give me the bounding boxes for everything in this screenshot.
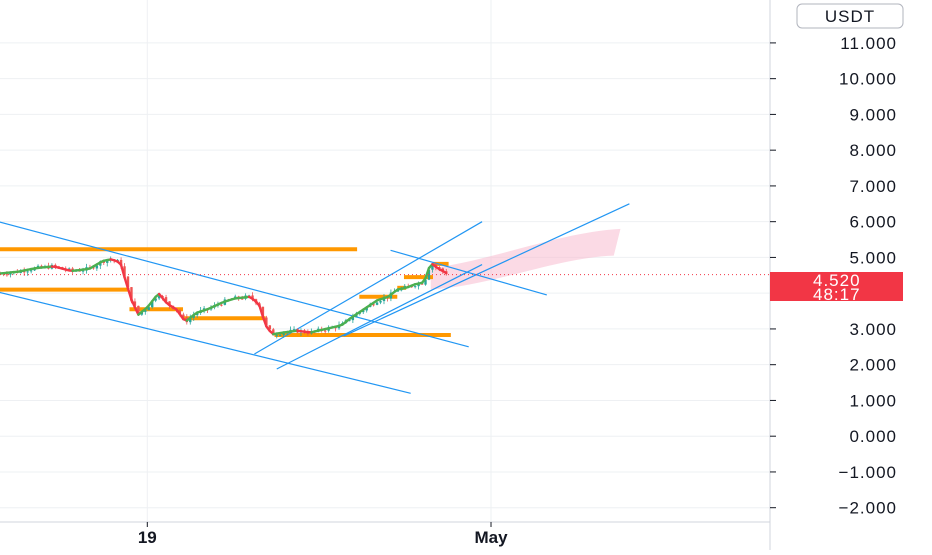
trend-line[interactable]: [344, 204, 630, 336]
price-axis-label: −2.000: [839, 499, 897, 518]
price-axis-label: −1.000: [839, 463, 897, 482]
bar-countdown: 48:17: [813, 285, 861, 304]
time-axis-label: May: [474, 528, 508, 547]
candle-body: [376, 303, 378, 305]
currency-badge-label: USDT: [825, 7, 875, 26]
price-axis-label: 3.000: [849, 320, 897, 339]
price-axis-label: 7.000: [849, 177, 897, 196]
candle-body: [276, 335, 278, 336]
price-axis-label: 0.000: [849, 427, 897, 446]
time-axis[interactable]: 19 May: [0, 522, 770, 547]
price-axis-label: 11.000: [840, 34, 897, 53]
moving-average-segment: [131, 300, 134, 308]
candle-body: [379, 301, 381, 303]
price-axis-label: 6.000: [849, 213, 897, 232]
time-axis-label: 19: [138, 528, 157, 547]
candle-body: [414, 286, 416, 287]
trend-line[interactable]: [0, 221, 469, 347]
price-axis-label: 8.000: [849, 141, 897, 160]
support-resistance-levels[interactable]: [0, 249, 451, 335]
candle-body: [6, 274, 8, 275]
currency-badge[interactable]: USDT: [797, 4, 903, 28]
price-axis-label: 9.000: [849, 105, 897, 124]
trend-line[interactable]: [277, 265, 482, 369]
projection-zone: [431, 229, 621, 290]
candle-body: [30, 270, 32, 271]
price-axis-label: 10.000: [839, 70, 897, 89]
price-axis-label: 5.000: [849, 248, 897, 267]
price-axis-label: 1.000: [849, 391, 897, 410]
candle-body: [279, 335, 281, 336]
candle-body: [220, 305, 222, 306]
candle-body: [324, 331, 326, 332]
price-axis-label: 2.000: [849, 356, 897, 375]
projection-zone-band: [431, 229, 621, 290]
last-price-label: 4.520 48:17: [770, 271, 903, 304]
trend-line[interactable]: [0, 291, 411, 393]
candle-body: [26, 271, 28, 272]
